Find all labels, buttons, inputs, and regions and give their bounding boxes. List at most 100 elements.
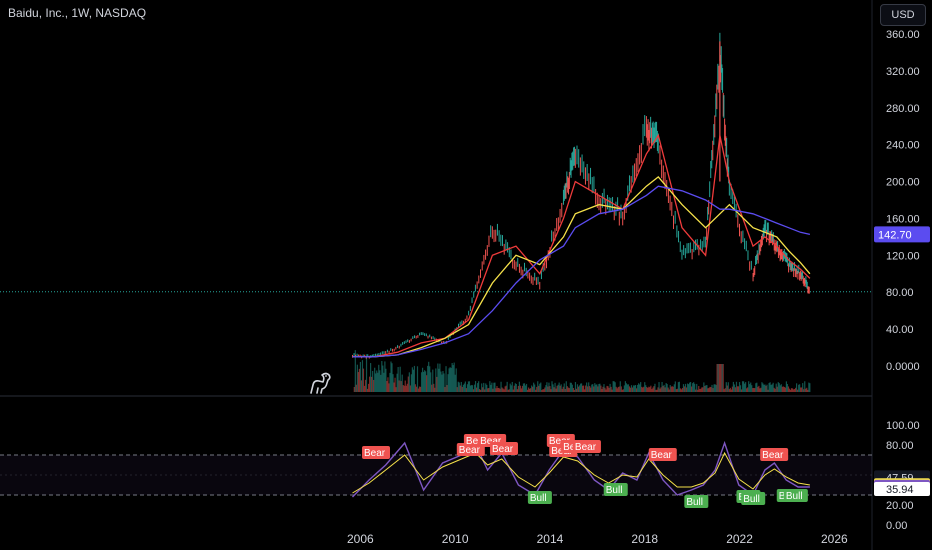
volume-bar bbox=[531, 385, 533, 392]
volume-bar bbox=[460, 381, 462, 392]
volume-bar bbox=[743, 381, 745, 392]
volume-bar bbox=[780, 384, 782, 392]
volume-bar bbox=[402, 385, 404, 392]
volume-bar bbox=[611, 389, 613, 392]
volume-bar bbox=[406, 383, 408, 392]
volume-bar bbox=[434, 387, 436, 392]
volume-bar bbox=[575, 388, 578, 392]
volume-bar bbox=[538, 385, 540, 392]
price-axis-tick: 40.00 bbox=[886, 324, 914, 336]
volume-bar bbox=[691, 386, 693, 392]
volume-bar bbox=[526, 389, 529, 392]
volume-bar bbox=[730, 389, 732, 392]
volume-bar bbox=[492, 388, 494, 392]
volume-bar bbox=[510, 385, 512, 392]
volume-bar bbox=[672, 386, 674, 392]
volume-bar bbox=[619, 381, 621, 392]
volume-bar bbox=[562, 386, 564, 392]
volume-bar bbox=[776, 386, 778, 392]
rsi-axis-tick: 80.00 bbox=[886, 440, 914, 452]
volume-bar bbox=[769, 382, 771, 392]
signal-label: Bear bbox=[762, 450, 784, 461]
volume-bar bbox=[637, 384, 639, 392]
volume-bar bbox=[627, 384, 630, 392]
volume-bar bbox=[712, 388, 714, 392]
volume-bar bbox=[482, 387, 484, 392]
volume-bar bbox=[547, 386, 549, 392]
volume-bar bbox=[550, 389, 552, 392]
volume-bar bbox=[710, 387, 712, 392]
volume-bar bbox=[646, 386, 648, 392]
volume-bar bbox=[364, 379, 367, 392]
volume-bar bbox=[398, 380, 400, 392]
volume-bar bbox=[595, 384, 597, 392]
volume-bar bbox=[559, 385, 561, 392]
volume-bar bbox=[357, 372, 359, 392]
volume-bar bbox=[678, 381, 680, 392]
volume-bar bbox=[655, 389, 657, 392]
volume-bar bbox=[464, 381, 466, 392]
volume-bar bbox=[799, 384, 801, 392]
volume-bar bbox=[417, 388, 420, 392]
last-price-label: 142.70 bbox=[878, 229, 912, 241]
price-axis-tick: 280.00 bbox=[886, 103, 920, 115]
volume-bar bbox=[465, 388, 468, 392]
volume-bar bbox=[365, 354, 368, 392]
volume-bar bbox=[361, 360, 364, 392]
volume-bar bbox=[622, 389, 624, 392]
volume-bar bbox=[412, 369, 415, 392]
signal-label: Bear bbox=[466, 436, 488, 447]
volume-bar bbox=[555, 388, 557, 392]
volume-bar bbox=[687, 384, 690, 392]
volume-bar bbox=[615, 386, 617, 392]
volume-bar bbox=[456, 387, 458, 392]
volume-bar bbox=[539, 383, 541, 392]
volume-bar bbox=[639, 384, 641, 392]
volume-bar bbox=[641, 386, 643, 392]
volume-bar bbox=[542, 389, 544, 392]
volume-bar bbox=[700, 388, 702, 392]
volume-bar bbox=[366, 388, 369, 392]
volume-bar bbox=[714, 384, 716, 392]
volume-bar bbox=[753, 387, 755, 392]
volume-bar bbox=[370, 363, 372, 392]
volume-bar bbox=[514, 383, 516, 392]
tradingview-logo-icon[interactable] bbox=[308, 371, 334, 395]
volume-bar bbox=[774, 388, 776, 392]
volume-bar bbox=[506, 381, 508, 392]
volume-bar bbox=[403, 385, 405, 392]
volume-bar bbox=[591, 384, 593, 392]
signal-badge bbox=[741, 492, 766, 505]
volume-bar bbox=[583, 385, 585, 392]
volume-bar bbox=[564, 388, 566, 392]
volume-bar bbox=[735, 381, 738, 392]
volume-bar bbox=[519, 385, 522, 392]
volume-bar bbox=[491, 382, 493, 392]
volume-bar bbox=[648, 386, 650, 392]
volume-bar bbox=[517, 385, 519, 392]
volume-bar bbox=[381, 361, 383, 392]
signal-badge bbox=[603, 483, 628, 496]
volume-bar bbox=[378, 364, 380, 392]
volume-bar bbox=[461, 386, 463, 392]
volume-bar bbox=[680, 389, 683, 392]
signal-badge bbox=[489, 442, 518, 455]
volume-bar bbox=[635, 388, 638, 392]
volume-bar bbox=[484, 389, 486, 392]
volume-bar bbox=[697, 389, 699, 392]
volume-bar bbox=[426, 375, 428, 392]
volume-bar bbox=[683, 386, 686, 392]
volume-bar bbox=[795, 383, 798, 392]
volume-bar bbox=[719, 364, 721, 392]
volume-bar bbox=[567, 387, 569, 392]
currency-button[interactable]: USD bbox=[880, 4, 926, 26]
volume-bar bbox=[667, 387, 669, 392]
volume-bar bbox=[707, 388, 709, 392]
volume-bar bbox=[681, 388, 684, 392]
signal-label: Bear bbox=[459, 445, 481, 456]
volume-bar bbox=[373, 379, 375, 392]
volume-bar bbox=[444, 386, 446, 392]
volume-bar bbox=[424, 370, 426, 392]
volume-bar bbox=[617, 387, 619, 392]
